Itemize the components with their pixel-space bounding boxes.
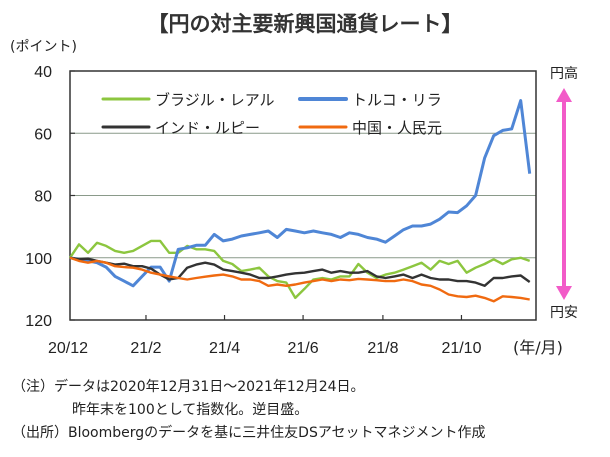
- x-tick-label: 21/2: [130, 340, 161, 357]
- x-tick-label: 20/12: [48, 340, 88, 357]
- y-axis-unit: (ポイント): [10, 39, 77, 55]
- legend-label: 中国・人民元: [352, 119, 442, 137]
- source-note: （出所）Bloombergのデータを基に三井住友DSアセットマネジメント作成: [12, 425, 486, 441]
- y-tick-label: 120: [25, 313, 52, 330]
- arrow-up-icon: [556, 88, 572, 102]
- y-tick-label: 60: [34, 126, 52, 143]
- x-tick-label: 21/10: [441, 340, 481, 357]
- y-tick-label: 40: [34, 64, 52, 81]
- yen-weak-label: 円安: [550, 305, 578, 321]
- x-tick-label: 21/6: [288, 340, 319, 357]
- legend-label: トルコ・リラ: [352, 91, 442, 109]
- x-tick-label: 21/4: [209, 340, 240, 357]
- y-tick-label: 80: [34, 189, 52, 206]
- chart-title: 【円の対主要新興国通貨レート】: [147, 12, 463, 36]
- arrow-down-icon: [556, 286, 572, 300]
- series-line-3: [69, 256, 531, 287]
- y-tick-label: 100: [25, 251, 52, 268]
- series-line-1: [69, 239, 531, 300]
- x-axis-unit: (年/月): [513, 338, 563, 357]
- x-tick-label: 21/8: [367, 340, 398, 357]
- series-line-4: [69, 256, 530, 303]
- chart-svg: 40 60 80 100 120 20/12 21/2 21/4 21/6 21/8 21/10 (年…: [25, 64, 578, 357]
- note-line-1: （注）データは2020年12月31日～2021年12月24日。: [12, 379, 365, 395]
- legend-label: ブラジル・レアル: [155, 91, 275, 109]
- legend-label: インド・ルピー: [155, 119, 260, 137]
- yen-strong-label: 円高: [550, 65, 578, 82]
- note-line-2: 昨年末を100として指数化。逆目盛。: [72, 402, 309, 418]
